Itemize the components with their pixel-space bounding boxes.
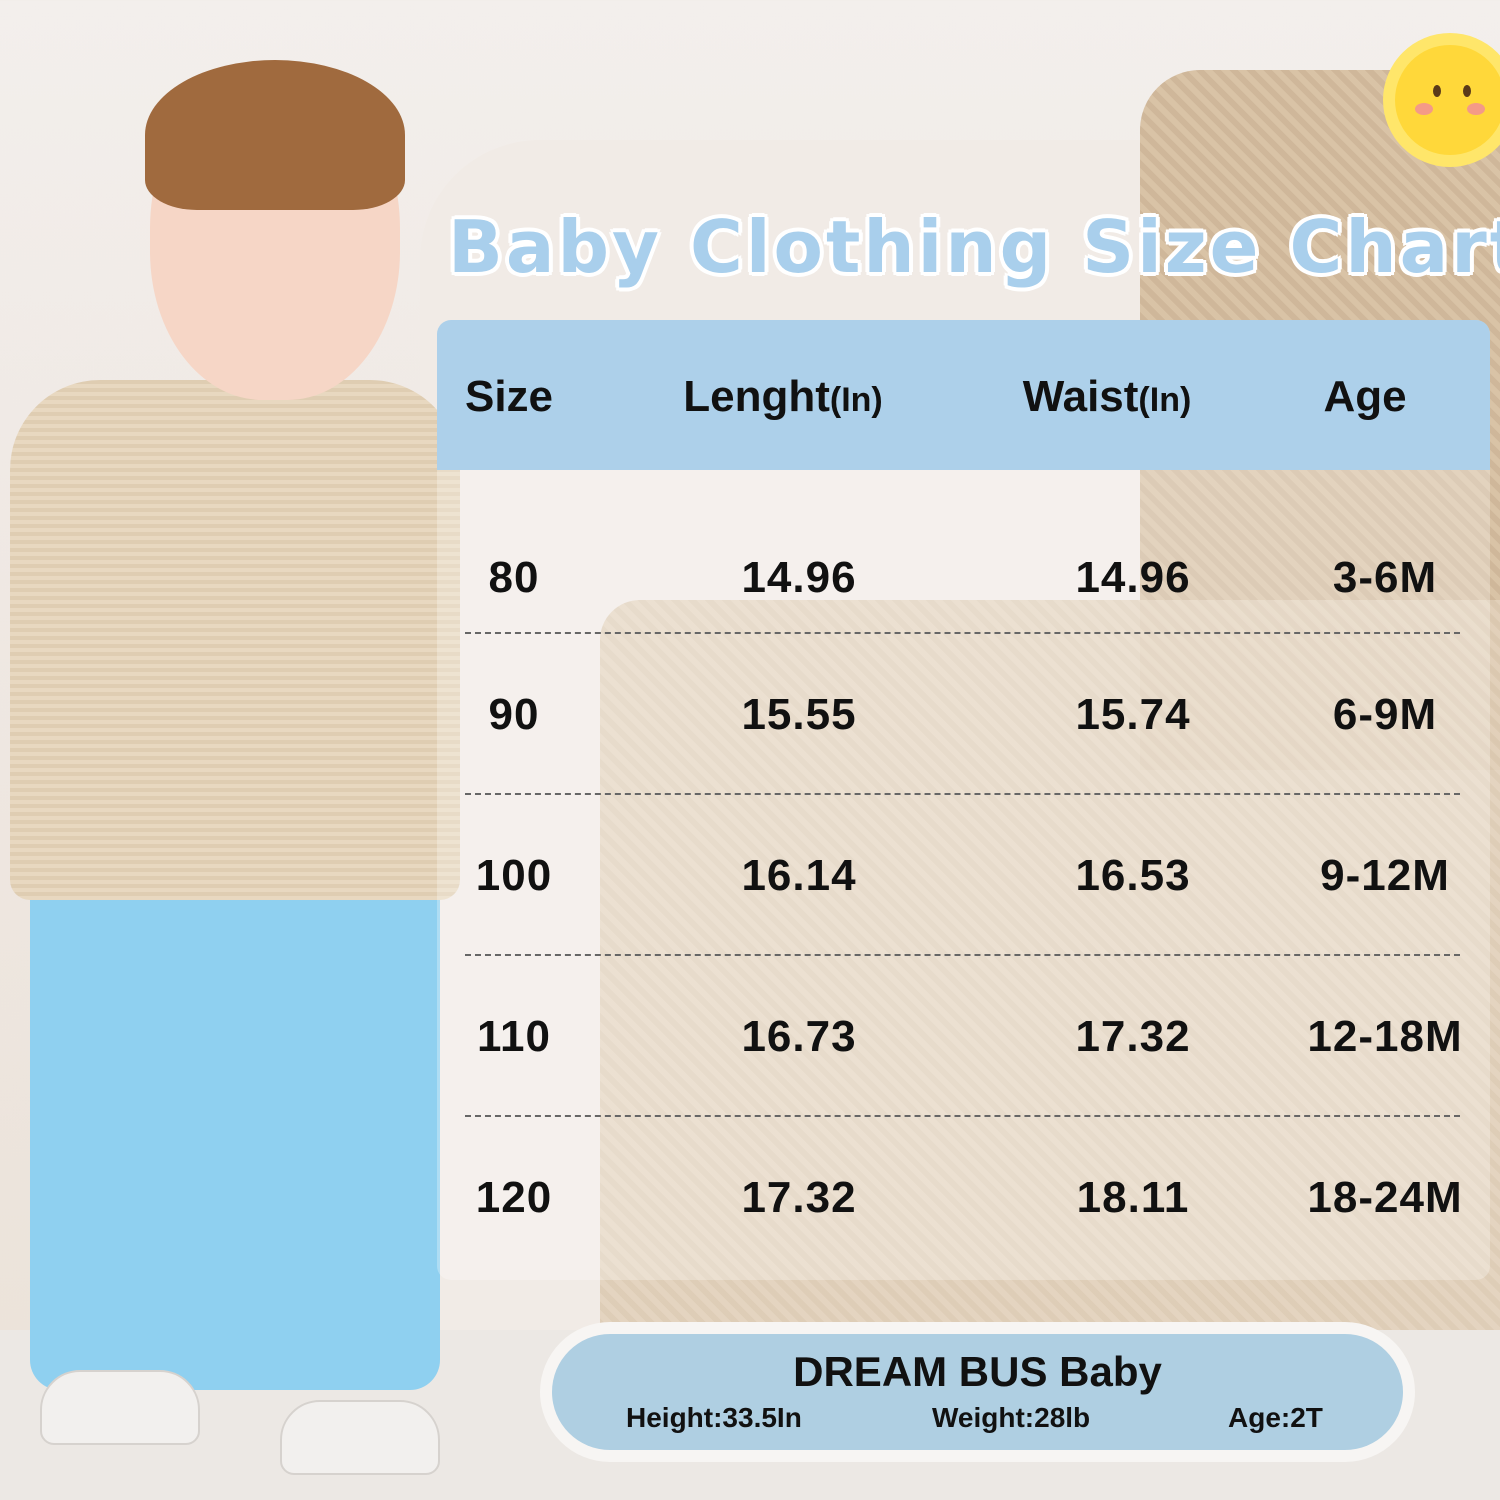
page-title: Baby Clothing Size Chart — [448, 205, 1500, 289]
cell-waist: 17.32 — [1075, 1012, 1191, 1061]
header-age: Age — [1323, 372, 1407, 421]
cell-size: 80 — [488, 553, 540, 602]
knit-blanket — [600, 600, 1500, 1420]
sun-eye — [1433, 85, 1441, 97]
cell-length: 14.96 — [741, 553, 857, 602]
cell-length: 15.55 — [741, 690, 857, 739]
table-row: 110 16.73 17.32 12-18M — [437, 954, 1490, 1115]
cell-length: 16.14 — [741, 851, 857, 900]
model-age: Age:2T — [1228, 1402, 1323, 1433]
cell-waist: 15.74 — [1075, 690, 1191, 739]
header-waist: Waist(In) — [1022, 372, 1192, 421]
sun-cheek — [1415, 103, 1433, 115]
cell-length: 17.32 — [741, 1173, 857, 1222]
table-row: 100 16.14 16.53 9-12M — [437, 793, 1490, 954]
cell-age: 9-12M — [1320, 851, 1450, 900]
cell-size: 110 — [477, 1012, 551, 1061]
sun-eye — [1463, 85, 1471, 97]
cell-waist: 18.11 — [1076, 1173, 1190, 1222]
size-table: Size Lenght(In) Waist(In) Age 80 14.96 1… — [437, 320, 1490, 1280]
cell-length: 16.73 — [741, 1012, 857, 1061]
model-info-badge: DREAM BUS Baby Height:33.5In Weight:28lb… — [540, 1322, 1415, 1462]
row-divider — [465, 1115, 1460, 1117]
model-info-panel: DREAM BUS Baby Height:33.5In Weight:28lb… — [552, 1334, 1403, 1450]
model-weight: Weight:28lb — [932, 1402, 1091, 1433]
model-name: DREAM BUS Baby — [793, 1348, 1162, 1395]
shoe — [40, 1370, 200, 1445]
knit-cardigan — [10, 380, 460, 900]
header-length: Lenght(In) — [683, 372, 883, 421]
header-size: Size — [464, 372, 554, 421]
shoe — [280, 1400, 440, 1475]
cell-age: 18-24M — [1307, 1173, 1463, 1222]
cell-size: 90 — [488, 690, 540, 739]
toddler-hair — [145, 60, 405, 210]
cell-waist: 16.53 — [1075, 851, 1191, 900]
cell-age: 12-18M — [1307, 1012, 1463, 1061]
row-divider — [465, 954, 1460, 956]
cell-age: 6-9M — [1332, 690, 1438, 739]
cell-size: 120 — [475, 1173, 553, 1222]
row-divider — [465, 793, 1460, 795]
model-height: Height:33.5In — [626, 1402, 802, 1433]
table-header: Size Lenght(In) Waist(In) Age — [437, 320, 1490, 470]
sun-icon — [1395, 45, 1500, 155]
sun-cheek — [1467, 103, 1485, 115]
cell-age: 3-6M — [1332, 553, 1438, 602]
toddler-photo — [0, 60, 460, 1480]
table-row: 120 17.32 18.11 18-24M — [437, 1115, 1490, 1276]
table-row: 90 15.55 15.74 6-9M — [437, 632, 1490, 793]
blue-pants — [30, 860, 440, 1390]
cell-waist: 14.96 — [1075, 553, 1191, 602]
cell-size: 100 — [475, 851, 553, 900]
table-row: 80 14.96 14.96 3-6M — [437, 495, 1490, 656]
row-divider — [465, 632, 1460, 634]
